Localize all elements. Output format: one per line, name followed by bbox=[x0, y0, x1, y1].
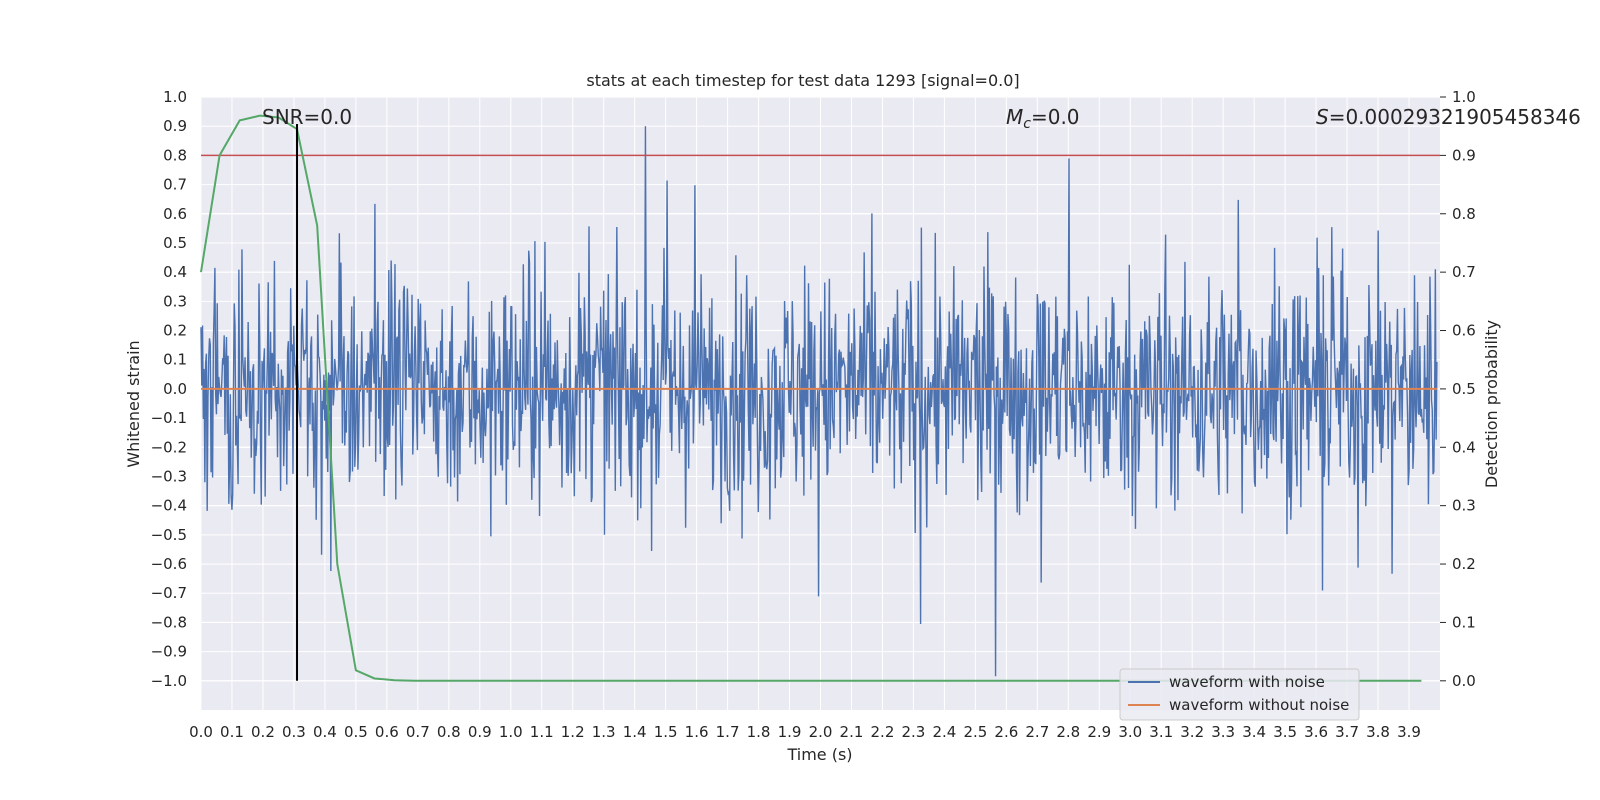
y-tick-label: −0.1 bbox=[151, 409, 187, 427]
mc-subscript: c bbox=[1023, 116, 1031, 132]
x-tick-label: 2.8 bbox=[1056, 723, 1080, 741]
y-tick-label-right: 1.0 bbox=[1452, 88, 1476, 106]
y-tick-label-right: 0.9 bbox=[1452, 146, 1476, 164]
x-tick-label: 0.9 bbox=[468, 723, 492, 741]
x-tick-label: 2.6 bbox=[994, 723, 1018, 741]
y-tick-label: −0.8 bbox=[151, 613, 187, 631]
y-ticks-left: 1.0 0.9 0.8 0.7 0.6 0.5 0.4 0.3 0.2 0.1 0.0 −0.1 −0.… bbox=[151, 88, 187, 690]
x-ticks: 0.0 0.1 0.2 0.3 0.4 0.5 0.6 0.7 0.8 0.9 1.0 1.1 1.2 1… bbox=[189, 723, 1421, 741]
s-value: =0.00029321905458346 bbox=[1329, 105, 1581, 129]
x-tick-label: 1.5 bbox=[654, 723, 678, 741]
y-tick-label: 0.4 bbox=[163, 263, 187, 281]
y-tick-label: −0.7 bbox=[151, 584, 187, 602]
y-tick-label-right: 0.8 bbox=[1452, 205, 1476, 223]
x-tick-label: 0.7 bbox=[406, 723, 430, 741]
mc-annotation: Mc=0.0 bbox=[1006, 105, 1080, 132]
y-tick-label: −1.0 bbox=[151, 672, 187, 690]
x-tick-label: 3.0 bbox=[1118, 723, 1142, 741]
x-tick-label: 2.1 bbox=[840, 723, 864, 741]
x-tick-label: 3.4 bbox=[1242, 723, 1266, 741]
x-tick-label: 2.5 bbox=[963, 723, 987, 741]
x-tick-label: 0.3 bbox=[282, 723, 306, 741]
x-tick-label: 2.4 bbox=[932, 723, 956, 741]
y-tick-label-right: 0.1 bbox=[1452, 613, 1476, 631]
x-tick-label: 2.2 bbox=[871, 723, 895, 741]
x-tick-label: 0.1 bbox=[220, 723, 244, 741]
noise-path bbox=[200, 126, 1438, 677]
y-tick-label: 0.2 bbox=[163, 322, 187, 340]
x-tick-label: 0.5 bbox=[344, 723, 368, 741]
probability-path bbox=[200, 114, 1422, 682]
x-tick-label: 1.3 bbox=[592, 723, 616, 741]
x-tick-label: 3.8 bbox=[1366, 723, 1390, 741]
legend-box bbox=[1119, 668, 1360, 721]
y-ticks-right: 1.0 0.9 0.8 0.7 0.6 0.5 0.4 0.3 0.2 0.1 0.0 bbox=[1440, 88, 1476, 690]
x-tick-label: 1.0 bbox=[499, 723, 523, 741]
y-tick-label: 0.5 bbox=[163, 234, 187, 252]
x-tick-label: 1.8 bbox=[747, 723, 771, 741]
y-tick-label-right: 0.7 bbox=[1452, 263, 1476, 281]
x-tick-label: 3.7 bbox=[1335, 723, 1359, 741]
x-tick-label: 2.0 bbox=[809, 723, 833, 741]
x-tick-label: 3.1 bbox=[1149, 723, 1173, 741]
x-tick-label: 1.1 bbox=[530, 723, 554, 741]
x-tick-label: 0.2 bbox=[251, 723, 275, 741]
y-tick-label: 0.8 bbox=[163, 146, 187, 164]
y-tick-label: 0.9 bbox=[163, 117, 187, 135]
y-tick-label: −0.4 bbox=[151, 497, 187, 515]
mc-value: =0.0 bbox=[1031, 105, 1080, 129]
y-tick-label: −0.5 bbox=[151, 526, 187, 544]
mc-symbol: M bbox=[1006, 105, 1023, 129]
x-tick-label: 0.4 bbox=[313, 723, 337, 741]
x-tick-label: 1.4 bbox=[623, 723, 647, 741]
x-tick-label: 3.3 bbox=[1211, 723, 1235, 741]
y-tick-label-right: 0.4 bbox=[1452, 438, 1476, 456]
series-detection-probability bbox=[200, 114, 1422, 682]
legend-label-noise: waveform with noise bbox=[1169, 673, 1325, 691]
x-axis-label: Time (s) bbox=[786, 745, 852, 764]
x-tick-label: 0.8 bbox=[437, 723, 461, 741]
x-tick-label: 0.6 bbox=[375, 723, 399, 741]
x-tick-label: 3.2 bbox=[1180, 723, 1204, 741]
y-tick-label: −0.3 bbox=[151, 467, 187, 485]
legend: waveform with noise waveform without noi… bbox=[1119, 668, 1360, 721]
y-tick-label: 1.0 bbox=[163, 88, 187, 106]
y-tick-label-right: 0.5 bbox=[1452, 380, 1476, 398]
snr-annotation: SNR=0.0 bbox=[262, 105, 352, 129]
legend-label-clean: waveform without noise bbox=[1169, 696, 1349, 714]
chart-title: stats at each timestep for test data 129… bbox=[586, 71, 1019, 90]
y-tick-label: 0.1 bbox=[163, 351, 187, 369]
x-tick-label: 2.3 bbox=[901, 723, 925, 741]
x-tick-label: 1.6 bbox=[685, 723, 709, 741]
y-tick-label: 0.0 bbox=[163, 380, 187, 398]
x-tick-label: 3.5 bbox=[1273, 723, 1297, 741]
x-tick-label: 1.7 bbox=[716, 723, 740, 741]
x-tick-label: 2.7 bbox=[1025, 723, 1049, 741]
y-tick-label-right: 0.2 bbox=[1452, 555, 1476, 573]
x-tick-label: 2.9 bbox=[1087, 723, 1111, 741]
y-tick-label: −0.6 bbox=[151, 555, 187, 573]
y-tick-label: 0.3 bbox=[163, 292, 187, 310]
x-tick-label: 1.2 bbox=[561, 723, 585, 741]
x-tick-label: 3.9 bbox=[1397, 723, 1421, 741]
y-tick-label: 0.6 bbox=[163, 205, 187, 223]
y-tick-label-right: 0.0 bbox=[1452, 672, 1476, 690]
y-tick-label: −0.9 bbox=[151, 643, 187, 661]
s-symbol: S bbox=[1316, 105, 1329, 129]
x-tick-label: 3.6 bbox=[1304, 723, 1328, 741]
x-tick-label: 1.9 bbox=[778, 723, 802, 741]
y-axis-label-right: Detection probability bbox=[1482, 320, 1501, 488]
y-axis-label: Whitened strain bbox=[124, 340, 143, 467]
y-tick-label-right: 0.3 bbox=[1452, 497, 1476, 515]
s-annotation: S=0.00029321905458346 bbox=[1316, 105, 1581, 129]
y-tick-label: −0.2 bbox=[151, 438, 187, 456]
series-waveform-with-noise bbox=[200, 126, 1438, 677]
y-tick-label-right: 0.6 bbox=[1452, 322, 1476, 340]
y-tick-label: 0.7 bbox=[163, 176, 187, 194]
x-tick-label: 0.0 bbox=[189, 723, 213, 741]
